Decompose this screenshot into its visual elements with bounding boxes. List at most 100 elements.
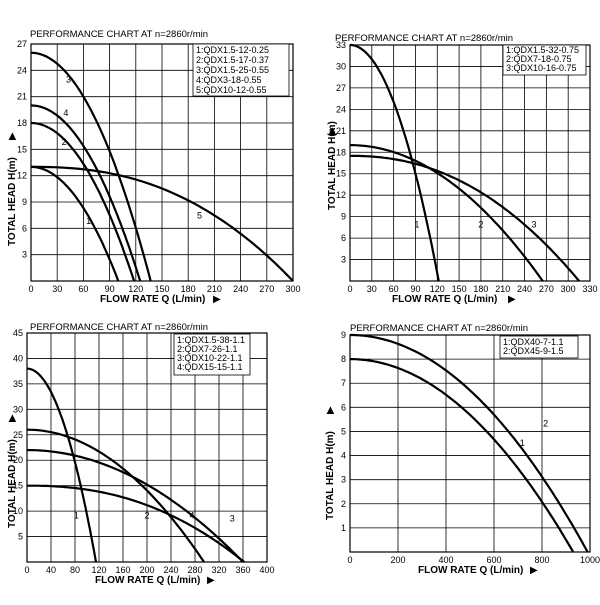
chart-4-title: PERFORMANCE CHART AT n=2860r/min (350, 323, 528, 334)
curve-label-5: 5 (197, 211, 202, 221)
chart-1-xlabel-arrow: ▶ (213, 294, 221, 305)
x-tick-label: 800 (534, 555, 549, 565)
plot-frame (349, 44, 591, 282)
chart-1-legend-3: 3:QDX1.5-25-0.55 (196, 65, 269, 75)
y-tick-label: 4 (341, 451, 346, 461)
x-tick-label: 0 (24, 565, 29, 575)
y-tick-label: 9 (341, 330, 346, 340)
chart-2-qdx-mid-flow: PERFORMANCE CHART AT n=2860r/min FLOW RA… (327, 33, 598, 305)
x-tick-label: 200 (390, 555, 405, 565)
chart-4-y-ticks: 1 2 3 4 5 6 7 8 9 (341, 330, 346, 533)
chart-4-xlabel: FLOW RATE Q (L/min) (418, 565, 523, 576)
x-tick-label: 60 (389, 284, 399, 294)
x-tick-label: 200 (139, 565, 154, 575)
chart-2-legend-2: 2:QDX7-18-0.75 (506, 54, 572, 64)
y-tick-label: 5 (341, 426, 346, 436)
chart-4-grid (349, 334, 591, 553)
y-tick-label: 3 (341, 255, 346, 265)
chart-4-xlabel-arrow: ▶ (530, 565, 538, 576)
chart-3-qdx-high-head: PERFORMANCE CHART AT n=2860r/min FLOW RA… (7, 322, 275, 586)
x-tick-label: 240 (163, 565, 178, 575)
curve-4 (27, 484, 245, 563)
x-tick-label: 120 (128, 284, 143, 294)
y-tick-label: 3 (341, 475, 346, 485)
chart-4-curves: 12 (350, 333, 589, 553)
y-tick-label: 10 (13, 506, 23, 516)
chart-2-title: PERFORMANCE CHART AT n=2860r/min (335, 33, 513, 44)
curve-3 (31, 51, 152, 282)
chart-1-curves: 1 2 3 4 5 (30, 51, 294, 282)
chart-1-legend-1: 1:QDX1.5-12-0.25 (196, 45, 269, 55)
x-tick-label: 150 (452, 284, 467, 294)
x-tick-label: 150 (154, 284, 169, 294)
x-tick-label: 30 (367, 284, 377, 294)
x-tick-label: 240 (517, 284, 532, 294)
curve-label-4: 4 (189, 511, 194, 521)
y-tick-label: 27 (17, 39, 27, 49)
curve-2 (31, 121, 136, 282)
y-tick-label: 18 (17, 118, 27, 128)
curve-5 (31, 165, 294, 282)
chart-3-ylabel: TOTAL HEAD H(m) (7, 439, 18, 528)
x-tick-label: 40 (46, 565, 56, 575)
chart-3-y-ticks: 5 10 15 20 25 30 35 40 45 (13, 328, 23, 542)
x-tick-label: 0 (28, 284, 33, 294)
y-tick-label: 7 (341, 378, 346, 388)
curve-label-1: 1 (74, 511, 79, 521)
x-tick-label: 180 (181, 284, 196, 294)
chart-3-legend-3: 3:QDX10-22-1.1 (177, 353, 243, 363)
y-tick-label: 15 (17, 144, 27, 154)
chart-4-legend-1: 1:QDX40-7-1.1 (503, 337, 564, 347)
curve-3 (349, 154, 580, 282)
chart-2-legend: 1:QDX1.5-32-0.75 2:QDX7-18-0.75 3:QDX10-… (502, 44, 587, 76)
chart-1-legend-5: 5:QDX10-12-0.55 (196, 85, 267, 95)
curve-1 (350, 358, 575, 553)
x-tick-label: 30 (52, 284, 62, 294)
chart-3-title: PERFORMANCE CHART AT n=2860r/min (30, 322, 208, 333)
chart-2-ylabel-arrow: ▶ (327, 127, 338, 135)
y-tick-label: 6 (22, 223, 27, 233)
x-tick-label: 0 (347, 555, 352, 565)
chart-4-ylabel: TOTAL HEAD H(m) (325, 431, 336, 520)
x-tick-label: 120 (430, 284, 445, 294)
x-tick-label: 360 (235, 565, 250, 575)
curve-label-3: 3 (66, 75, 71, 85)
y-tick-label: 12 (336, 190, 346, 200)
chart-1-ylabel-arrow: ▶ (7, 132, 18, 140)
y-tick-label: 20 (13, 455, 23, 465)
x-tick-label: 330 (582, 284, 597, 294)
y-tick-label: 9 (22, 197, 27, 207)
y-tick-label: 25 (13, 430, 23, 440)
chart-4-qdx-large-flow: PERFORMANCE CHART AT n=2860r/min FLOW RA… (325, 323, 600, 576)
x-tick-label: 120 (91, 565, 106, 575)
y-tick-label: 2 (341, 499, 346, 509)
chart-1-grid (30, 43, 294, 282)
y-tick-label: 15 (336, 169, 346, 179)
x-tick-label: 90 (105, 284, 115, 294)
chart-3-xlabel: FLOW RATE Q (L/min) (95, 575, 200, 586)
x-tick-label: 400 (438, 555, 453, 565)
chart-3-x-ticks: 0 40 80 120 160 200 240 280 320 360 400 (24, 565, 274, 575)
chart-1-qdx-small-flow: PERFORMANCE CHART AT n=2860r/min FLOW RA… (7, 29, 301, 305)
chart-1-legend: 1:QDX1.5-12-0.25 2:QDX1.5-17-0.37 3:QDX1… (192, 43, 290, 97)
chart-1-title: PERFORMANCE CHART AT n=2860r/min (30, 29, 208, 40)
curve-2 (350, 333, 589, 553)
x-tick-label: 400 (259, 565, 274, 575)
y-tick-label: 40 (13, 353, 23, 363)
y-tick-label: 30 (336, 61, 346, 71)
chart-2-x-ticks: 0 30 60 90 120 150 180 210 240 270 300 330 (347, 284, 597, 294)
x-tick-label: 80 (70, 565, 80, 575)
y-tick-label: 35 (13, 379, 23, 389)
chart-1-x-ticks: 0 30 60 90 120 150 180 210 240 270 300 (28, 284, 300, 294)
chart-3-legend-frame (173, 333, 251, 376)
chart-4-legend-frame (499, 335, 579, 359)
chart-1-y-ticks: 3 6 9 12 15 18 21 24 27 (17, 39, 27, 260)
x-tick-label: 90 (410, 284, 420, 294)
y-tick-label: 15 (13, 481, 23, 491)
y-tick-label: 24 (336, 104, 346, 114)
chart-1-legend-frame (192, 43, 290, 97)
chart-2-xlabel-arrow: ▶ (508, 294, 516, 305)
y-tick-label: 8 (341, 354, 346, 364)
